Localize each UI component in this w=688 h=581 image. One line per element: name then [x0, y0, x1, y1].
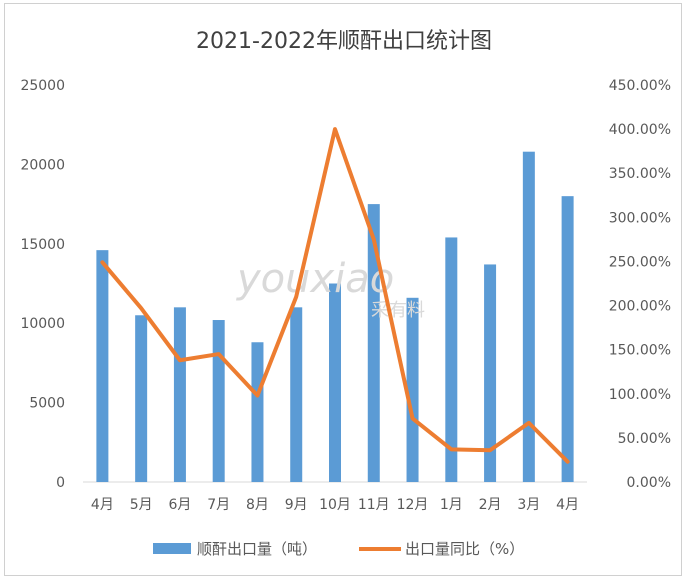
bar — [135, 315, 148, 482]
left-axis: 0 5000 10000 15000 20000 25000 — [20, 78, 65, 491]
right-tick-label: 150.00% — [609, 343, 671, 359]
right-tick-label: 50.00% — [618, 431, 671, 447]
bar — [212, 320, 225, 482]
watermark-text: youxiao — [236, 256, 394, 302]
x-tick-label: 6月 — [168, 497, 191, 513]
watermark-sub: 采有料 — [371, 300, 425, 321]
legend: 顺酐出口量（吨） 出口量同比（%） — [153, 540, 524, 558]
x-tick-label: 2月 — [479, 497, 502, 513]
bar — [522, 151, 535, 483]
right-tick-label: 400.00% — [609, 122, 671, 138]
right-axis: 0.00% 50.00% 100.00% 150.00% 200.00% 250.00% 3… — [609, 78, 671, 491]
right-tick-label: 100.00% — [609, 387, 671, 403]
bar — [367, 204, 380, 482]
right-tick-label: 250.00% — [609, 254, 671, 270]
bar — [445, 237, 458, 482]
x-tick-label: 5月 — [130, 497, 153, 513]
x-axis: 4月 5月 6月 7月 8月 9月 10月 11月 12月 1月 2月 3月 4月 — [91, 497, 579, 513]
chart-svg: 2021-2022年顺酐出口统计图 0 5000 10000 15000 20000 25… — [20, 29, 671, 558]
left-tick-label: 25000 — [20, 78, 65, 94]
watermark: youxiao 采有料 — [236, 256, 425, 321]
right-tick-label: 300.00% — [609, 210, 671, 226]
legend-swatch-bar — [153, 543, 191, 554]
bar — [251, 342, 264, 482]
left-tick-label: 5000 — [29, 396, 65, 412]
bar — [173, 307, 186, 482]
x-tick-label: 12月 — [397, 497, 429, 513]
chart-frame: 2021-2022年顺酐出口统计图 0 5000 10000 15000 20000 25… — [4, 3, 682, 576]
right-tick-label: 350.00% — [609, 166, 671, 182]
right-tick-label: 0.00% — [627, 475, 671, 491]
x-tick-label: 7月 — [207, 497, 230, 513]
chart-title: 2021-2022年顺酐出口统计图 — [196, 29, 492, 54]
x-tick-label: 4月 — [556, 497, 579, 513]
left-tick-label: 15000 — [20, 237, 65, 253]
x-tick-label: 10月 — [319, 497, 351, 513]
x-tick-label: 1月 — [440, 497, 463, 513]
line-series — [100, 127, 570, 464]
x-tick-label: 8月 — [246, 497, 269, 513]
left-tick-label: 10000 — [20, 316, 65, 332]
x-tick-label: 9月 — [285, 497, 308, 513]
right-tick-label: 200.00% — [609, 299, 671, 315]
bar — [96, 250, 109, 482]
legend-label-line: 出口量同比（%） — [405, 540, 524, 558]
bar — [484, 264, 497, 482]
left-tick-label: 0 — [56, 475, 65, 491]
x-tick-label: 11月 — [358, 497, 390, 513]
bar-series — [96, 151, 574, 483]
bar — [561, 196, 574, 482]
x-tick-label: 4月 — [91, 497, 114, 513]
left-tick-label: 20000 — [20, 157, 65, 173]
bar — [290, 307, 303, 482]
bar — [329, 283, 341, 482]
x-tick-label: 3月 — [517, 497, 540, 513]
bar — [406, 297, 419, 482]
right-tick-label: 450.00% — [609, 78, 671, 94]
legend-label-bar: 顺酐出口量（吨） — [197, 540, 317, 558]
